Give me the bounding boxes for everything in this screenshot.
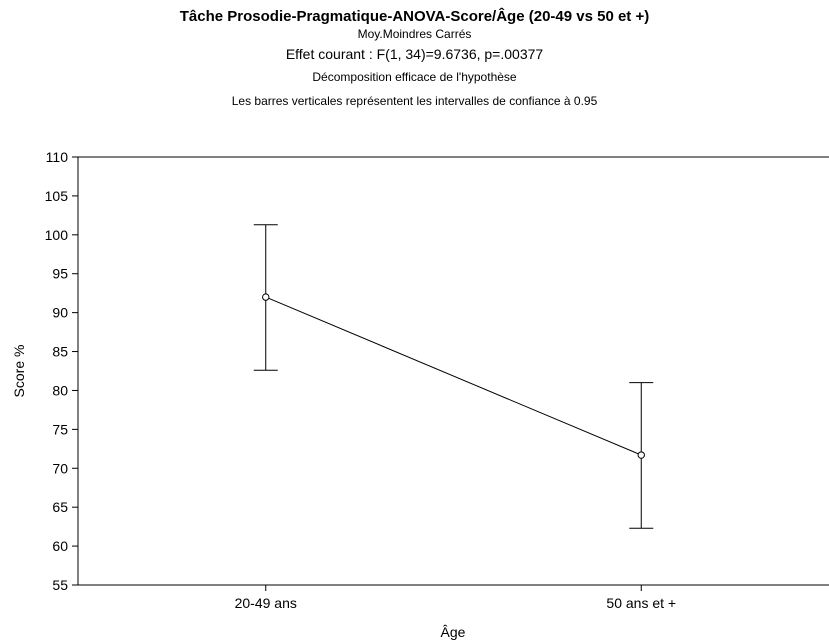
y-tick-label: 90 — [52, 305, 68, 321]
axes — [77, 156, 829, 586]
y-tick-label: 75 — [52, 421, 68, 437]
x-tick-label: 20-49 ans — [235, 595, 297, 611]
y-axis-ticks: 55 60 65 70 75 80 85 90 95 100 105 110 — [45, 149, 78, 593]
series-lines — [265, 296, 642, 456]
y-tick-label: 80 — [52, 382, 68, 398]
y-tick-label: 85 — [52, 344, 68, 360]
y-axis-label: Score % — [11, 345, 27, 398]
y-tick-label: 70 — [52, 460, 68, 476]
data-point — [262, 293, 270, 301]
chart-subtitle-effect: Effet courant : F(1, 34)=9.6736, p=.0037… — [285, 46, 544, 62]
chart-subtitle-decomposition: Décomposition efficace de l'hypothèse — [312, 70, 517, 84]
x-axis-ticks: 20-49 ans 50 ans et + — [235, 585, 676, 611]
y-tick-label: 110 — [46, 149, 69, 165]
y-tick-label: 105 — [45, 188, 69, 204]
y-tick-label: 65 — [52, 499, 68, 515]
y-tick-label: 55 — [52, 577, 68, 593]
data-points — [262, 293, 645, 459]
x-axis-label: Âge — [441, 624, 466, 640]
chart-subtitle-method: Moy.Moindres Carrés — [357, 27, 472, 41]
x-tick-label: 50 ans et + — [606, 595, 676, 611]
chart-subtitle-ci-note: Les barres verticales représentent les i… — [231, 94, 598, 108]
data-point — [637, 451, 645, 459]
y-tick-label: 100 — [45, 227, 69, 243]
series-line — [265, 296, 642, 456]
y-tick-label: 60 — [52, 538, 68, 554]
chart-title: Tâche Prosodie-Pragmatique-ANOVA-Score/Â… — [179, 8, 650, 25]
y-tick-label: 95 — [52, 266, 68, 282]
